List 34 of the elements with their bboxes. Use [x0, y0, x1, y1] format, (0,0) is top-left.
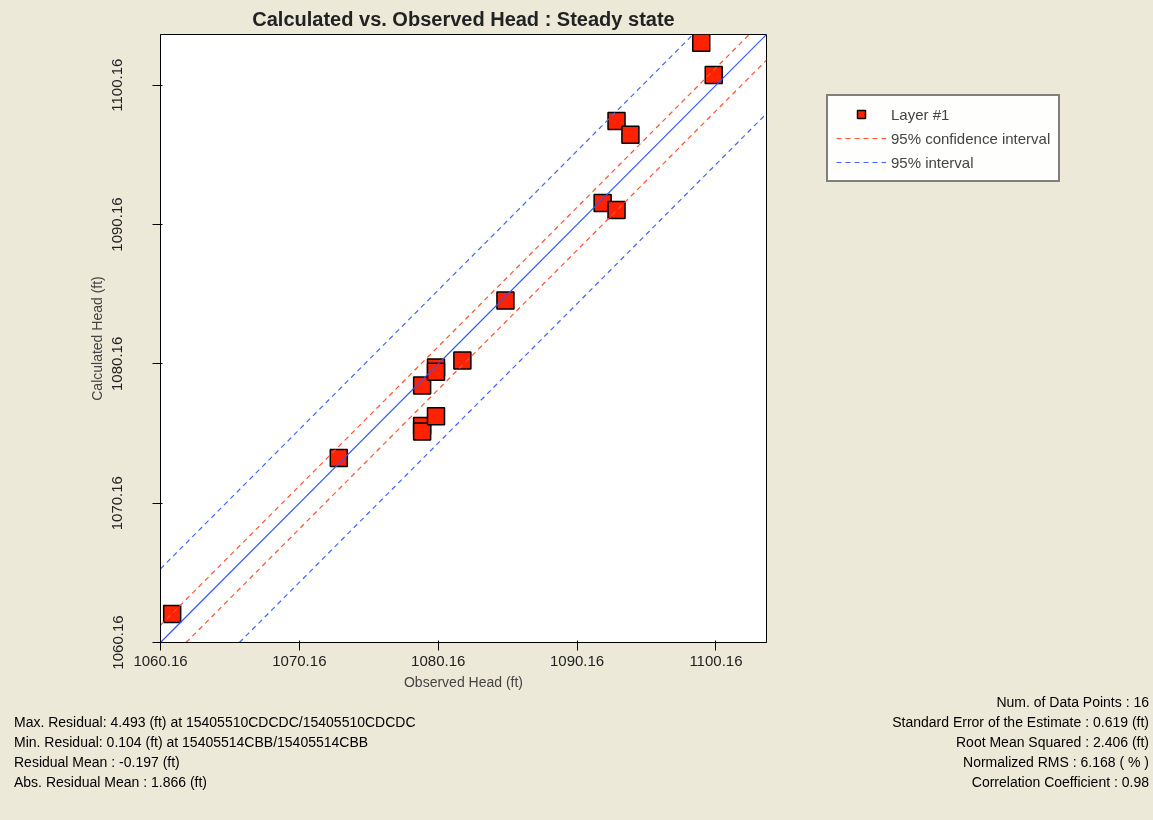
- legend-label: Layer #1: [891, 105, 950, 123]
- legend-label: 95% confidence interval: [891, 129, 1051, 147]
- text: Max. Residual: 4.493 (ft) at 15405510CDCDC/15405510CDCDC: [14, 714, 416, 730]
- y-tick-label: 1090.16: [108, 197, 126, 252]
- x-axis-title: Observed Head (ft): [403, 673, 524, 690]
- x-tick-label: 1100.16: [689, 651, 743, 669]
- point: [607, 200, 626, 220]
- y-tick-label: 1100.16: [108, 58, 126, 112]
- text: Num. of Data Points : 16: [996, 694, 1149, 710]
- text: Abs. Residual Mean : 1.866 (ft): [14, 774, 207, 790]
- x-tick-label: 1060.16: [133, 651, 188, 669]
- text: Correlation Coefficient : 0.98: [971, 774, 1149, 790]
- point: [426, 362, 446, 381]
- point: [426, 406, 446, 426]
- point: [621, 125, 640, 145]
- x-tick-label: 1090.16: [549, 651, 605, 669]
- y-axis-title: Calculated Head (ft): [88, 276, 105, 401]
- x-tick-label: 1070.16: [272, 651, 327, 669]
- point: [496, 291, 515, 310]
- y-tick-label: 1070.16: [108, 476, 126, 531]
- point: [704, 65, 723, 85]
- point: [412, 422, 432, 441]
- text: Residual Mean : -0.197 (ft): [14, 754, 180, 770]
- text: Min. Residual: 0.104 (ft) at 15405514CBB/15405514CBB: [14, 734, 369, 750]
- point: [453, 351, 472, 370]
- text: Standard Error of the Estimate : 0.619 (ft): [892, 714, 1149, 730]
- x-tick-label: 1080.16: [411, 651, 466, 669]
- text: Root Mean Squared : 2.406 (ft): [956, 734, 1149, 750]
- point: [607, 111, 626, 131]
- y-tick-label: 1080.16: [108, 336, 126, 391]
- point: [691, 34, 711, 53]
- chart-title: Calculated vs. Observed Head : Steady state: [252, 7, 675, 30]
- legend-label: 95% interval: [891, 153, 974, 171]
- text: Normalized RMS : 6.168 ( % ): [963, 754, 1149, 770]
